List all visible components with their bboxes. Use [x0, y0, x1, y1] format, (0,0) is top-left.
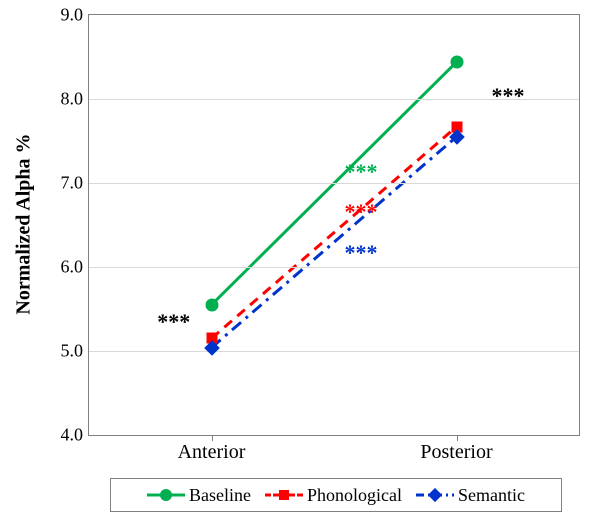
square-icon [279, 490, 289, 500]
legend-label: Semantic [458, 485, 525, 506]
plot-area: 4.05.06.07.08.09.0AnteriorPosterior*****… [88, 14, 580, 436]
series-line [212, 137, 457, 348]
significance-annotation: *** [344, 159, 377, 185]
y-axis-title: Normalized Alpha % [13, 133, 36, 314]
significance-annotation: *** [491, 83, 524, 109]
series-lines [89, 15, 579, 435]
x-tick-label: Anterior [178, 435, 246, 464]
gridline [89, 183, 579, 184]
legend-item: Semantic [416, 485, 525, 506]
legend-label: Baseline [189, 485, 251, 506]
y-tick-label: 9.0 [61, 5, 90, 26]
significance-annotation: *** [344, 199, 377, 225]
significance-annotation: *** [344, 240, 377, 266]
legend-item: Baseline [147, 485, 251, 506]
legend-label: Phonological [307, 485, 402, 506]
legend-item: Phonological [265, 485, 402, 506]
gridline [89, 267, 579, 268]
y-tick-label: 4.0 [61, 425, 90, 446]
y-tick-label: 6.0 [61, 257, 90, 278]
y-tick-label: 5.0 [61, 341, 90, 362]
chart-container: Normalized Alpha % 4.05.06.07.08.09.0Ant… [0, 0, 596, 531]
x-tick-label: Posterior [420, 435, 492, 464]
diamond-icon [428, 488, 442, 502]
circle-icon [160, 489, 172, 501]
y-tick-label: 8.0 [61, 89, 90, 110]
legend-swatch [265, 488, 303, 502]
data-point [205, 298, 218, 311]
y-tick-label: 7.0 [61, 173, 90, 194]
legend-swatch [416, 488, 454, 502]
legend-swatch [147, 488, 185, 502]
data-point [450, 56, 463, 69]
legend: Baseline Phonological Semantic [110, 478, 562, 512]
gridline [89, 351, 579, 352]
significance-annotation: *** [157, 309, 190, 335]
series-line [212, 127, 457, 339]
